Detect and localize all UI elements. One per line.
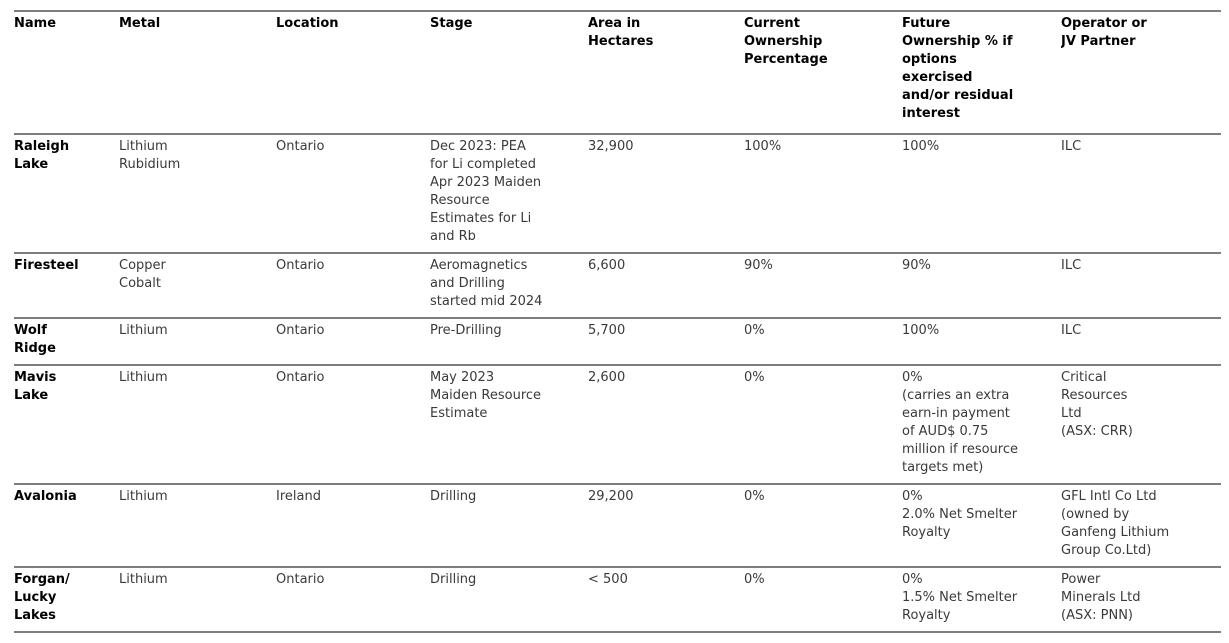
cell-name: Avalonia — [14, 483, 119, 567]
cell-current: 0% — [744, 566, 902, 632]
cell-area: 5,700 — [588, 317, 744, 365]
header-row: Name Metal Location Stage Area in Hectares Cu… — [14, 10, 1221, 134]
column-header-area: Area in Hectares — [588, 10, 744, 134]
cell-stage: Dec 2023: PEA for Li completed Apr 2023 … — [430, 133, 588, 253]
cell-stage: Drilling — [430, 483, 588, 567]
cell-future: 0% 1.5% Net Smelter Royalty — [902, 566, 1061, 632]
column-header-stage: Stage — [430, 10, 588, 134]
cell-operator: ILC — [1061, 252, 1221, 318]
cell-location: Ireland — [276, 483, 430, 567]
cell-location: Ontario — [276, 317, 430, 365]
column-header-name: Name — [14, 10, 119, 134]
cell-stage: Drilling — [430, 566, 588, 632]
table-body: Raleigh Lake Lithium Rubidium Ontario Dec 2… — [14, 133, 1221, 632]
cell-metal: Lithium — [119, 317, 276, 365]
cell-area: < 500 — [588, 566, 744, 632]
table-row: Forgan/ Lucky Lakes Lithium Ontario Drillin… — [14, 566, 1221, 632]
cell-current: 0% — [744, 317, 902, 365]
cell-operator: Power Minerals Ltd (ASX: PNN) — [1061, 566, 1221, 632]
cell-future: 100% — [902, 317, 1061, 365]
cell-operator: ILC — [1061, 317, 1221, 365]
cell-future: 90% — [902, 252, 1061, 318]
projects-table: Name Metal Location Stage Area in Hectares Cu… — [14, 10, 1221, 633]
cell-area: 2,600 — [588, 364, 744, 484]
cell-stage: Pre-Drilling — [430, 317, 588, 365]
column-header-current: Current Ownership Percentage — [744, 10, 902, 134]
cell-metal: Lithium — [119, 566, 276, 632]
cell-location: Ontario — [276, 252, 430, 318]
cell-name: Mavis Lake — [14, 364, 119, 484]
cell-area: 32,900 — [588, 133, 744, 253]
cell-area: 6,600 — [588, 252, 744, 318]
cell-name: Firesteel — [14, 252, 119, 318]
cell-name: Raleigh Lake — [14, 133, 119, 253]
column-header-future: Future Ownership % if options exercised … — [902, 10, 1061, 134]
table-row: Mavis Lake Lithium Ontario May 2023 Maiden … — [14, 364, 1221, 484]
cell-stage: May 2023 Maiden Resource Estimate — [430, 364, 588, 484]
cell-name: Forgan/ Lucky Lakes — [14, 566, 119, 632]
column-header-metal: Metal — [119, 10, 276, 134]
cell-current: 100% — [744, 133, 902, 253]
cell-future: 0% 2.0% Net Smelter Royalty — [902, 483, 1061, 567]
column-header-operator: Operator or JV Partner — [1061, 10, 1221, 134]
cell-operator: ILC — [1061, 133, 1221, 253]
column-header-location: Location — [276, 10, 430, 134]
table-row: Wolf Ridge Lithium Ontario Pre-Drilling 5,70… — [14, 317, 1221, 365]
cell-operator: Critical Resources Ltd (ASX: CRR) — [1061, 364, 1221, 484]
cell-area: 29,200 — [588, 483, 744, 567]
cell-current: 0% — [744, 364, 902, 484]
cell-current: 90% — [744, 252, 902, 318]
cell-location: Ontario — [276, 133, 430, 253]
table-row: Firesteel Copper Cobalt Ontario Aeromagneti… — [14, 252, 1221, 318]
cell-metal: Lithium Rubidium — [119, 133, 276, 253]
cell-metal: Copper Cobalt — [119, 252, 276, 318]
cell-location: Ontario — [276, 566, 430, 632]
cell-location: Ontario — [276, 364, 430, 484]
cell-future: 100% — [902, 133, 1061, 253]
table-row: Avalonia Lithium Ireland Drilling 29,200 0% 0%… — [14, 483, 1221, 567]
cell-future: 0% (carries an extra earn-in payment of … — [902, 364, 1061, 484]
cell-current: 0% — [744, 483, 902, 567]
cell-name: Wolf Ridge — [14, 317, 119, 365]
cell-metal: Lithium — [119, 364, 276, 484]
cell-metal: Lithium — [119, 483, 276, 567]
cell-operator: GFL Intl Co Ltd (owned by Ganfeng Lithiu… — [1061, 483, 1221, 567]
table-row: Raleigh Lake Lithium Rubidium Ontario Dec 2… — [14, 133, 1221, 253]
cell-stage: Aeromagnetics and Drilling started mid 2… — [430, 252, 588, 318]
